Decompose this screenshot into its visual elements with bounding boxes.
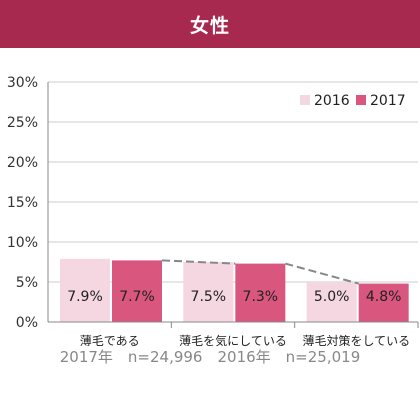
data-label: 7.3% [243,289,279,305]
legend-label-2016: 2016 [314,93,350,109]
data-label: 4.8% [366,289,402,305]
sample-size-2016: 2016年 n=25,019 [217,348,361,366]
trend-line [285,262,359,285]
legend-swatch-2017 [356,95,366,105]
y-tick-label: 30% [7,75,38,91]
y-tick-label: 15% [7,195,38,211]
x-category-label: 薄毛対策をしている [303,333,411,346]
bar-2016 [183,262,234,322]
sample-size-note: 2017年 n=24,996 2016年 n=25,019 [0,346,420,370]
y-tick-label: 20% [7,155,38,171]
trend-line [161,259,236,265]
data-label: 7.5% [191,289,227,305]
bar-2016 [60,258,110,322]
y-tick-label: 0% [16,315,38,331]
x-category-label: 薄毛を気にしている [179,333,287,346]
legend-swatch-2016 [300,95,310,105]
bar-2016 [306,282,357,322]
legend-label-2017: 2017 [370,93,406,109]
sample-size-2017: 2017年 n=24,996 [59,348,203,366]
bar-2017 [112,260,162,322]
x-category-label: 薄毛である [80,333,140,346]
bar-2017 [358,283,409,322]
chart-title: 女性 [189,14,230,37]
bar-2017 [235,263,286,322]
y-tick-label: 5% [16,275,38,291]
data-label: 7.9% [67,289,103,305]
data-label: 5.0% [314,289,350,305]
data-label: 7.7% [119,289,155,305]
y-tick-label: 25% [7,115,38,131]
y-tick-label: 10% [7,235,38,251]
bar-chart: 0% 5% 10% 15% 20% 25% 30% 7.9% 7.7% 薄毛である 7.5% 7.3%… [7,75,419,346]
chart-header: 女性 [0,0,420,48]
